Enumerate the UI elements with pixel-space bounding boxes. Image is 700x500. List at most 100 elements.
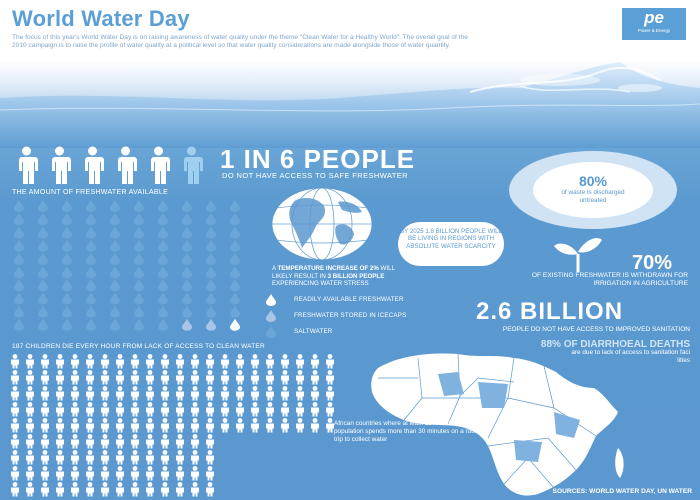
water-drop-icon [206,226,216,239]
child-icon [101,354,109,369]
child-icon [221,402,229,417]
water-drop-icon [62,279,72,292]
child-icon [296,354,304,369]
water-drop-icon [182,239,192,252]
child-icon [86,418,94,433]
water-drop-icon [134,305,144,318]
child-icon [236,354,244,369]
water-drop-icon [158,239,168,252]
water-drop-icon [158,226,168,239]
water-drop-icon [62,226,72,239]
water-drop-icon [134,252,144,265]
person-icon [18,146,38,184]
water-drop-icon [110,239,120,252]
water-drop-icon [182,226,192,239]
child-icon [176,386,184,401]
child-icon [131,402,139,417]
water-drop-icon [110,318,120,331]
child-icon [131,370,139,385]
plant-icon [554,238,602,272]
child-icon [146,354,154,369]
child-icon [26,482,34,497]
child-icon [206,370,214,385]
globe-icon [271,187,373,261]
legend-item-readily: READILY AVAILABLE FRESHWATER [266,294,466,306]
legend-label-icecaps: FRESHWATER STORED IN ICECAPS [294,312,407,319]
water-drop-icon [86,292,96,305]
child-icon [11,434,19,449]
child-icon [161,354,169,369]
child-icon [311,386,319,401]
water-drop-icon [206,318,216,331]
child-icon [116,482,124,497]
child-icon [26,386,34,401]
water-drop-icon [62,252,72,265]
child-icon [146,482,154,497]
child-icon [191,402,199,417]
water-drop-icon [62,305,72,318]
child-icon [71,434,79,449]
water-drop-icon [134,239,144,252]
child-icon [41,450,49,465]
water-drop-icon [38,292,48,305]
africa-map [371,353,624,496]
child-icon [116,466,124,481]
water-drop-icon [38,318,48,331]
child-icon [116,354,124,369]
water-splash-image [0,62,700,148]
child-icon [101,466,109,481]
child-icon [71,450,79,465]
water-drop-icon [14,200,24,212]
child-icon [101,402,109,417]
child-icon [176,466,184,481]
child-icon [251,418,259,433]
water-drop-icon [38,226,48,239]
temp-text-bold2: 3 BILLION PEOPLE [327,272,385,280]
child-icon [56,450,64,465]
child-icon [161,386,169,401]
water-drop-icon [206,305,216,318]
water-drop-icon [38,200,48,212]
child-icon [326,402,334,417]
child-icon [176,402,184,417]
child-icon [86,402,94,417]
child-icon [56,402,64,417]
africa-text-bold: 25% [424,420,438,427]
legend-label-readily: READILY AVAILABLE FRESHWATER [294,296,404,303]
child-icon [191,482,199,497]
child-icon [101,370,109,385]
diarrhoeal-label: are due to lack of access to sanitation … [571,349,690,364]
water-drop-icon [62,200,72,212]
child-icon [131,466,139,481]
child-icon [161,434,169,449]
child-icon [41,418,49,433]
child-icon [326,354,334,369]
child-icon [251,402,259,417]
water-drop-icon [86,226,96,239]
child-icon [296,418,304,433]
legend-label-saltwater: SALTWATER [294,328,333,335]
water-drop-icon [230,213,240,226]
water-drop-icon [14,318,24,331]
water-drop-icon [158,279,168,292]
water-drop-icon [134,266,144,278]
child-icon [101,482,109,497]
water-drop-icon [14,252,24,265]
child-icon [86,386,94,401]
child-icon [206,354,214,369]
child-icon [11,482,19,497]
sanitation-sub: PEOPLE DO NOT HAVE ACCESS TO IMPROVED SA… [502,326,690,333]
child-icon [326,418,334,433]
child-icon [26,466,34,481]
sources-credit: SOURCES: WORLD WATER DAY, UN WATER [552,488,692,495]
child-icon [191,450,199,465]
water-drop-icon [86,252,96,265]
child-icon [266,418,274,433]
person-icon [51,146,71,184]
child-icon [311,402,319,417]
water-drop-icon [62,213,72,226]
water-drop-icon [206,292,216,305]
company-logo: pe Power & Energy [622,8,686,40]
child-icon [266,354,274,369]
child-icon [41,370,49,385]
